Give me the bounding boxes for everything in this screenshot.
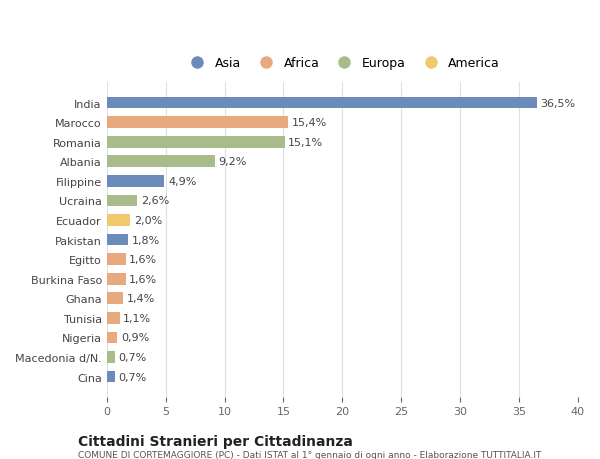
Text: 2,0%: 2,0% xyxy=(134,216,162,225)
Bar xyxy=(107,97,537,109)
Text: 4,9%: 4,9% xyxy=(168,176,196,186)
Text: 15,1%: 15,1% xyxy=(288,137,323,147)
Bar xyxy=(107,156,215,168)
Bar xyxy=(107,273,125,285)
Text: 0,7%: 0,7% xyxy=(119,372,147,382)
Text: 1,4%: 1,4% xyxy=(127,294,155,303)
Text: 36,5%: 36,5% xyxy=(540,98,575,108)
Bar xyxy=(107,215,130,226)
Text: Cittadini Stranieri per Cittadinanza: Cittadini Stranieri per Cittadinanza xyxy=(78,434,353,448)
Text: 15,4%: 15,4% xyxy=(292,118,327,128)
Text: 9,2%: 9,2% xyxy=(218,157,247,167)
Bar xyxy=(107,254,125,265)
Text: 0,9%: 0,9% xyxy=(121,333,149,343)
Text: 1,8%: 1,8% xyxy=(131,235,160,245)
Text: 1,1%: 1,1% xyxy=(123,313,151,323)
Bar xyxy=(107,351,115,363)
Text: 2,6%: 2,6% xyxy=(141,196,169,206)
Bar xyxy=(107,117,288,129)
Bar xyxy=(107,293,123,304)
Bar xyxy=(107,371,115,382)
Bar xyxy=(107,195,137,207)
Text: COMUNE DI CORTEMAGGIORE (PC) - Dati ISTAT al 1° gennaio di ogni anno - Elaborazi: COMUNE DI CORTEMAGGIORE (PC) - Dati ISTA… xyxy=(78,450,541,459)
Text: 1,6%: 1,6% xyxy=(129,255,157,264)
Bar xyxy=(107,312,119,324)
Text: 1,6%: 1,6% xyxy=(129,274,157,284)
Legend: Asia, Africa, Europa, America: Asia, Africa, Europa, America xyxy=(180,52,505,75)
Bar xyxy=(107,332,118,343)
Text: 0,7%: 0,7% xyxy=(119,352,147,362)
Bar xyxy=(107,137,284,148)
Bar xyxy=(107,234,128,246)
Bar xyxy=(107,176,164,187)
